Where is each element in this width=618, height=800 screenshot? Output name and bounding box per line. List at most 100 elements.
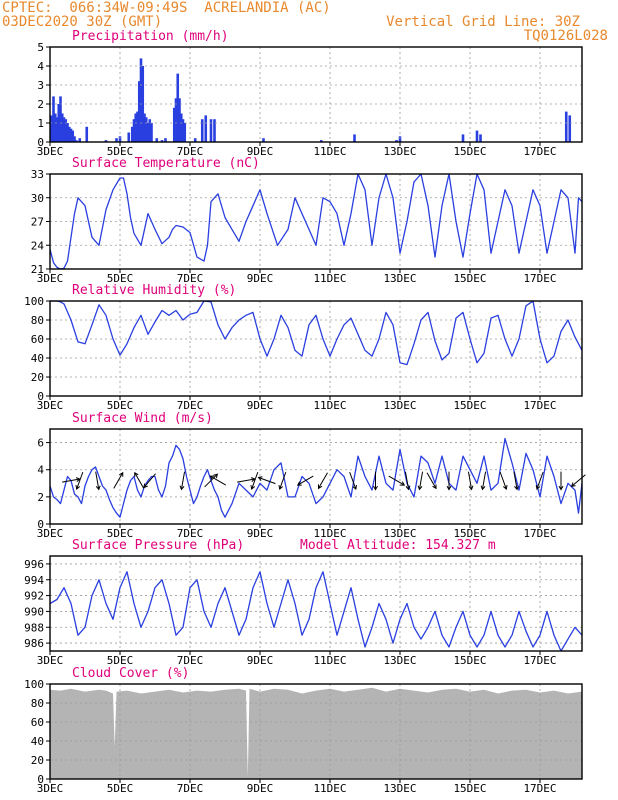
- panel-6-ytick-label: 60: [31, 716, 44, 729]
- wind-arrow: [499, 471, 507, 490]
- panel-5-xtick-label: 15DEC: [453, 654, 486, 667]
- panel-1-bar: [475, 130, 479, 142]
- panel-6-xtick-label: 9DEC: [247, 782, 274, 795]
- wind-arrow: [180, 471, 186, 490]
- panel-4-ytick-label: 0: [37, 518, 44, 531]
- wind-arrow-head: [119, 471, 124, 477]
- panel-3-series-line: [50, 300, 583, 366]
- wind-arrow-head: [250, 485, 256, 490]
- panel-1-bar: [74, 140, 78, 142]
- panel-4-ytick-label: 4: [37, 464, 44, 477]
- panel-6-xtick-label: 13DEC: [383, 782, 416, 795]
- panel-1-bar: [176, 73, 180, 142]
- panel-1-xtick-label: 5DEC: [107, 145, 134, 158]
- panel-1-bar: [143, 113, 146, 142]
- panel-2-xtick-label: 7DEC: [177, 272, 204, 285]
- panel-4-xtick-label: 3DEC: [37, 527, 64, 540]
- panel-3-xtick-label: 13DEC: [383, 399, 416, 412]
- panel-5-title: Surface Pressure (hPa): [72, 538, 244, 553]
- wind-arrow-head: [514, 485, 519, 491]
- wind-arrow: [251, 471, 259, 490]
- panel-4-xtick-label: 7DEC: [177, 527, 204, 540]
- wind-arrow: [513, 471, 518, 490]
- wind-arrow: [143, 473, 156, 488]
- panel-1-bar: [137, 81, 141, 142]
- panel-2-series-line: [49, 173, 583, 270]
- panel-1-bar: [67, 126, 71, 142]
- panel-5-ytick-label: 992: [24, 590, 44, 603]
- panel-6-ytick-label: 100: [24, 678, 44, 691]
- panel-1-bar: [319, 140, 323, 142]
- panel-2-title: Surface Temperature (nC): [72, 156, 260, 171]
- panel-1-bar: [69, 128, 73, 142]
- panel-2-ytick-label: 33: [31, 168, 44, 181]
- panel-1-xtick-label: 13DEC: [383, 145, 416, 158]
- panel-5-xtick-label: 11DEC: [313, 654, 346, 667]
- wind-arrow-head: [209, 475, 215, 480]
- wind-arrow: [209, 475, 227, 486]
- panel-1-ytick-label: 5: [37, 41, 44, 54]
- wind-arrow-head: [432, 484, 437, 490]
- panel-5-xtick-label: 13DEC: [383, 654, 416, 667]
- wind-arrow-head: [468, 485, 474, 491]
- panel-5-xtick-label: 5DEC: [107, 654, 134, 667]
- header-model-id: TQ0126L028: [523, 28, 608, 44]
- panel-4-xtick-label: 15DEC: [453, 527, 486, 540]
- panel-5-annotation: Model Altitude: 154.327 m: [300, 538, 496, 553]
- panel-2-xtick-label: 9DEC: [247, 272, 274, 285]
- panel-4-xtick-label: 17DEC: [523, 527, 556, 540]
- panel-1-xtick-label: 7DEC: [177, 145, 204, 158]
- panel-6-xtick-label: 17DEC: [523, 782, 556, 795]
- wind-arrow: [467, 471, 473, 490]
- wind-arrow-head: [502, 485, 508, 490]
- panel-6-ytick-label: 0: [37, 773, 44, 786]
- panel-2-xtick-label: 17DEC: [523, 272, 556, 285]
- panel-3-ytick-label: 20: [31, 371, 44, 384]
- wind-arrow-head: [352, 485, 358, 490]
- panel-3-xtick-label: 9DEC: [247, 399, 274, 412]
- panel-5-ytick-label: 990: [24, 605, 44, 618]
- wind-arrow-head: [558, 485, 564, 491]
- panel-1-bar: [262, 138, 265, 142]
- panel-1-bar: [174, 98, 178, 142]
- header-station: CPTEC: 066:34W-09:49S ACRELANDIA (AC): [2, 0, 331, 16]
- panel-1-ytick-label: 0: [37, 136, 44, 149]
- wind-arrow-head: [143, 483, 148, 489]
- wind-arrow: [204, 473, 218, 488]
- wind-arrow-head: [75, 485, 81, 490]
- panel-1-bar: [479, 134, 482, 142]
- wind-arrow-head: [373, 485, 378, 491]
- panel-1-xtick-label: 9DEC: [247, 145, 274, 158]
- wind-arrow-head: [480, 485, 486, 491]
- wind-arrow: [318, 472, 328, 489]
- wind-arrow: [279, 471, 287, 490]
- panel-3-title: Relative Humidity (%): [72, 283, 236, 298]
- panel-5-ytick-label: 986: [24, 637, 44, 650]
- panel-6-xtick-label: 5DEC: [107, 782, 134, 795]
- panel-1-bar: [59, 96, 62, 142]
- panel-5-xtick-label: 17DEC: [523, 654, 556, 667]
- panel-1-bar: [148, 119, 152, 142]
- panel-1-bar: [181, 119, 185, 142]
- wind-arrow: [237, 478, 255, 483]
- wind-arrow: [297, 475, 314, 486]
- panel-1-bar: [53, 113, 57, 142]
- panel-1-bar: [395, 140, 398, 142]
- panel-6-ytick-label: 80: [31, 697, 44, 710]
- panel-6-xtick-label: 3DEC: [37, 782, 64, 795]
- panel-3-frame: [49, 300, 583, 397]
- wind-arrow-head: [257, 476, 263, 481]
- panel-1-bar: [115, 138, 118, 142]
- wind-arrow-head: [134, 471, 139, 477]
- panel-1-bar: [64, 119, 68, 142]
- wind-arrow: [349, 471, 357, 490]
- panel-1-xtick-label: 15DEC: [453, 145, 486, 158]
- panel-4-xtick-label: 13DEC: [383, 527, 416, 540]
- panel-1-bar: [52, 96, 55, 142]
- wind-arrow: [388, 475, 405, 486]
- panel-1-title: Precipitation (mm/h): [72, 29, 229, 44]
- panel-4-title: Surface Wind (m/s): [72, 411, 213, 426]
- panel-1-bar: [55, 117, 59, 142]
- panel-4-xtick-label: 11DEC: [313, 527, 346, 540]
